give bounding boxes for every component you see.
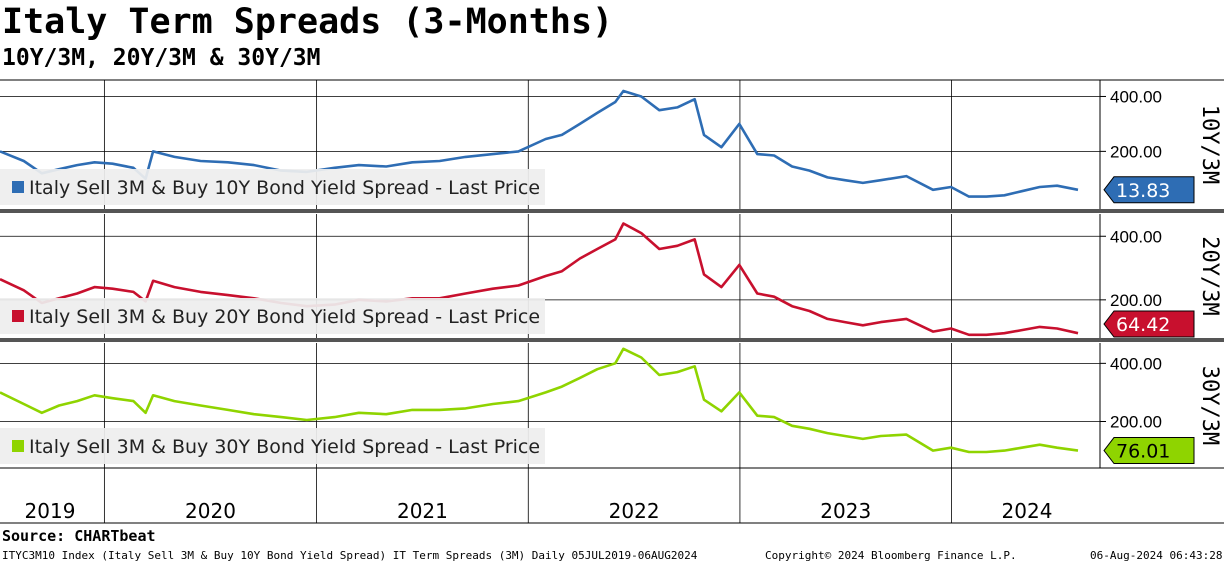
x-tick-label: 2021: [397, 499, 448, 523]
last-value-label: 64.42: [1116, 314, 1170, 336]
chart-panel-10y-3m: 400.00 200.00 Italy Sell 3M & Buy 10Y Bond…: [0, 80, 1222, 209]
legend-swatch: [12, 440, 24, 452]
chart-subtitle: 10Y/3M, 20Y/3M & 30Y/3M: [2, 45, 321, 71]
y-tick-label: 200.00: [1110, 291, 1162, 310]
y-tick-label: 200.00: [1110, 412, 1162, 431]
chart-panel-30y-3m: 400.00 200.00 Italy Sell 3M & Buy 30Y Bond…: [0, 343, 1222, 468]
chart-panel-20y-3m: 400.00 200.00 Italy Sell 3M & Buy 20Y Bond…: [0, 214, 1222, 338]
chart-panels: 400.00 200.00 Italy Sell 3M & Buy 10Y Bond…: [0, 79, 1224, 468]
legend-label: Italy Sell 3M & Buy 30Y Bond Yield Sprea…: [29, 436, 540, 458]
last-value-tag: [1103, 310, 1195, 338]
legend-label: Italy Sell 3M & Buy 10Y Bond Yield Sprea…: [29, 177, 540, 199]
series-line-20y-3m: [0, 222, 1079, 337]
y-tick-label: 200.00: [1110, 142, 1162, 161]
footer-description: ITYC3M10 Index (Italy Sell 3M & Buy 10Y …: [2, 549, 698, 562]
panel-separator: [0, 209, 1224, 213]
axis-title: 30Y/3M: [1197, 366, 1222, 445]
x-tick-label: 2023: [820, 499, 871, 523]
x-tick-label: 2020: [185, 499, 236, 523]
axis-title: 20Y/3M: [1197, 236, 1222, 315]
x-axis: 2019 2020 2021 2022 2023 2024: [0, 467, 1224, 524]
x-tick-label: 2024: [1002, 499, 1053, 523]
legend-box: [0, 169, 545, 205]
axis-title: 10Y/3M: [1197, 105, 1222, 184]
legend-swatch: [12, 181, 24, 193]
legend-box: [0, 298, 545, 334]
footer-timestamp: 06-Aug-2024 06:43:28: [1090, 549, 1223, 562]
last-value-label: 76.01: [1116, 441, 1170, 463]
legend-swatch: [12, 310, 24, 322]
source-note: Source: CHARTbeat: [2, 527, 156, 545]
x-tick-label: 2019: [25, 499, 76, 523]
series-line-10y-3m: [0, 89, 1079, 198]
last-value-tag: [1103, 437, 1195, 465]
chart-title: Italy Term Spreads (3-Months): [2, 2, 614, 42]
legend-label: Italy Sell 3M & Buy 20Y Bond Yield Sprea…: [29, 306, 540, 328]
last-value-label: 13.83: [1116, 180, 1170, 202]
series-line-30y-3m: [0, 347, 1079, 454]
footer-copyright: Copyright© 2024 Bloomberg Finance L.P.: [765, 549, 1017, 562]
x-tick-label: 2022: [609, 499, 660, 523]
y-tick-label: 400.00: [1110, 354, 1162, 373]
y-tick-label: 400.00: [1110, 227, 1162, 246]
last-value-tag: [1103, 176, 1195, 204]
panel-separator: [0, 338, 1224, 342]
y-tick-label: 400.00: [1110, 87, 1162, 106]
legend-box: [0, 428, 545, 464]
